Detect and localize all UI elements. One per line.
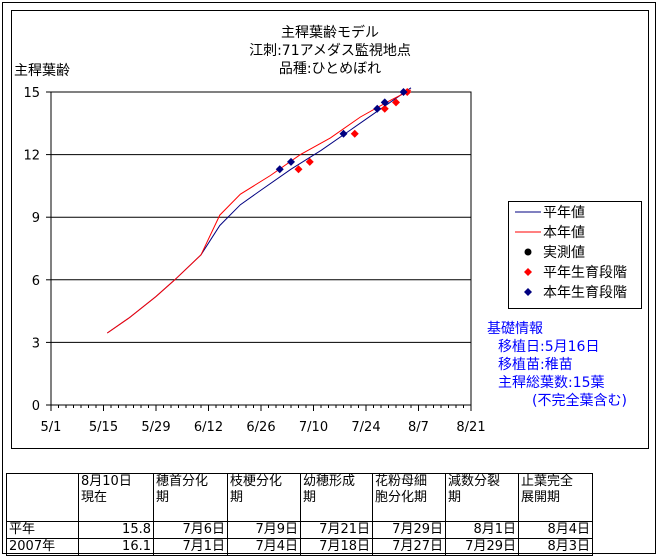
legend-item-honnen-stage: 本年生育段階 <box>509 282 641 302</box>
x-tick-label: 5/15 <box>89 420 118 435</box>
plot-svg: 0 3 6 9 12 15 5/1 5/15 5/29 6/12 6/26 7/10 7/24 8/7 8/… <box>23 86 485 435</box>
y-tick-label: 6 <box>32 274 40 289</box>
y-tick-label: 9 <box>32 211 40 226</box>
table-header-row: 8月10日 現在 穂首分化 期 枝梗分化 期 幼穂形成 期 花粉母細 胞分化期 … <box>6 473 593 522</box>
marker-heinen-stage <box>350 129 359 138</box>
marker-honnen-stage <box>339 129 348 138</box>
x-tick-label: 7/10 <box>299 420 328 435</box>
basic-info: 基礎情報 移植日:5月16日 移植苗:稚苗 主稈総葉数:15葉 (不完全葉含む) <box>487 320 627 410</box>
marker-heinen-stage <box>305 157 314 166</box>
header-cell: 止葉完全 展開期 <box>518 473 593 522</box>
y-tick-label: 15 <box>23 86 40 101</box>
marker-heinen-stage <box>380 104 389 113</box>
info-heading: 基礎情報 <box>487 321 543 337</box>
legend-item-heinen: 平年値 <box>515 205 585 221</box>
x-tick-label: 5/1 <box>41 420 62 435</box>
chart-area <box>11 10 649 449</box>
header-cell: 8月10日 現在 <box>78 473 154 522</box>
info-total-leaves: 主稈総葉数:15葉 <box>498 375 605 391</box>
y-tick-label: 0 <box>32 399 40 414</box>
x-tick-label: 6/12 <box>194 420 223 435</box>
header-cell: 花粉母細 胞分化期 <box>372 473 446 522</box>
marker-honnen-stage <box>399 88 408 96</box>
marker-heinen-stage <box>294 165 303 174</box>
header-cell: 枝梗分化 期 <box>227 473 301 522</box>
header-cell: 幼穂形成 期 <box>300 473 373 522</box>
table-row: 平年 15.8 7月6日 7月9日 7月21日 7月29日 8月1日 8月4日 <box>6 521 593 539</box>
info-transplant-date: 移植日:5月16日 <box>498 339 600 355</box>
legend-item-measured: 実測値 <box>509 242 641 262</box>
marker-honnen-stage <box>380 98 389 107</box>
series-line-heinen <box>107 87 412 334</box>
marker-heinen-stage <box>392 98 400 107</box>
info-note: (不完全葉含む) <box>532 393 627 409</box>
info-seedling: 移植苗:稚苗 <box>498 357 573 373</box>
legend: 平年値 本年値 実測値 平年生育段階 本年生育段階 <box>508 201 642 309</box>
marker-honnen-stage <box>275 165 284 174</box>
x-tick-label: 5/29 <box>141 420 170 435</box>
plot-border <box>50 91 472 406</box>
header-cell: 穂首分化 期 <box>153 473 228 522</box>
y-tick-label: 3 <box>32 336 40 351</box>
chart-title-2: 江刺:71アメダス監視地点 <box>249 43 411 59</box>
legend-item-honnen: 本年値 <box>515 225 585 241</box>
chart-title-3: 品種:ひとめぼれ <box>278 61 382 77</box>
x-tick-label: 7/24 <box>351 420 380 435</box>
marker-honnen-stage <box>287 157 295 166</box>
legend-item-heinen-stage: 平年生育段階 <box>509 262 641 282</box>
x-tick-label: 8/21 <box>456 420 485 435</box>
growth-stage-table: 8月10日 現在 穂首分化 期 枝梗分化 期 幼穂形成 期 花粉母細 胞分化期 … <box>6 473 593 556</box>
table-row: 2007年 16.1 7月1日 7月4日 7月18日 7月27日 7月29日 8… <box>6 538 593 556</box>
y-axis-label: 主稈葉齢 <box>14 63 70 79</box>
marker-honnen-stage <box>373 104 382 113</box>
y-tick-label: 12 <box>23 149 40 164</box>
header-cell: 減数分裂 期 <box>445 473 519 522</box>
x-tick-label: 8/7 <box>408 420 429 435</box>
x-tick-label: 6/26 <box>246 420 275 435</box>
chart-title-1: 主稈葉齢モデル <box>281 25 379 41</box>
series-line-honnen <box>107 89 412 334</box>
